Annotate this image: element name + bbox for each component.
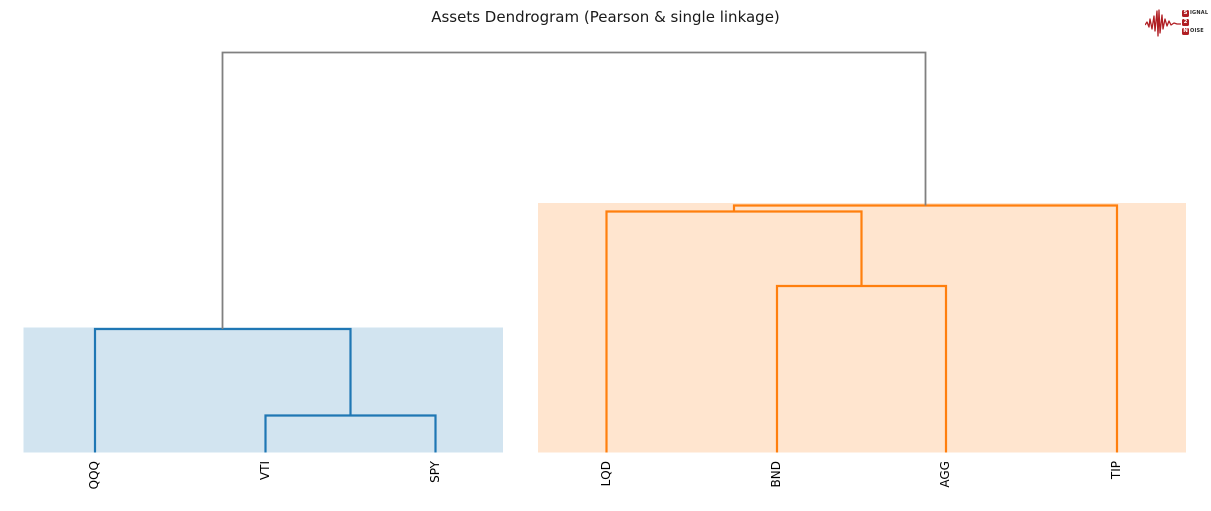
logo-text-ignal: IGNAL [1190,10,1209,16]
logo-text-oise: OISE [1190,28,1204,34]
logo-badge-n: N [1182,27,1189,35]
signal2noise-logo: S IGNAL 2 N OISE [1145,4,1208,40]
signal2noise-wordmark: S IGNAL 2 N OISE [1182,9,1208,35]
logo-row-signal: S IGNAL [1182,9,1208,17]
link-root [221,51,927,329]
logo-row-noise: N OISE [1182,27,1208,35]
signal2noise-waveform-icon [1145,9,1181,37]
chart-title: Assets Dendrogram (Pearson & single link… [431,8,780,26]
logo-row-2: 2 [1182,18,1208,26]
equity-cluster-rect [23,327,503,453]
logo-badge-s: S [1182,9,1189,17]
logo-badge-2: 2 [1182,18,1189,26]
